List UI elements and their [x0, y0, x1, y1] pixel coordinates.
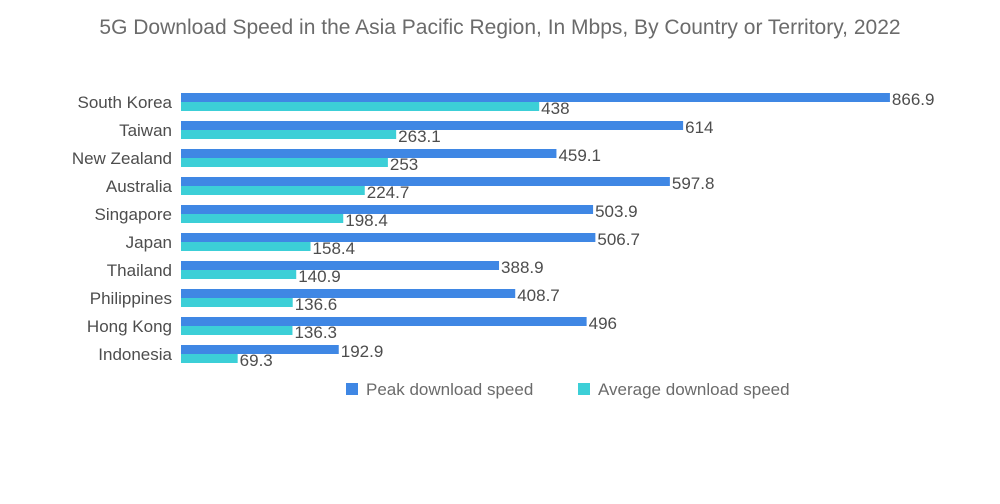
peak-value-label-japan: 506.7 [597, 230, 640, 249]
average-value-label-singapore: 198.4 [345, 211, 388, 230]
peak-value-label-new-zealand: 459.1 [558, 146, 601, 165]
category-label-australia: Australia [106, 177, 173, 196]
chart-title: 5G Download Speed in the Asia Pacific Re… [99, 16, 901, 39]
average-bar-new-zealand [181, 158, 388, 167]
peak-bar-new-zealand [181, 149, 557, 158]
peak-value-label-taiwan: 614 [685, 118, 713, 137]
category-label-taiwan: Taiwan [119, 121, 172, 140]
category-label-singapore: Singapore [94, 205, 172, 224]
peak-bar-indonesia [181, 345, 339, 354]
average-value-label-hong-kong: 136.3 [294, 323, 337, 342]
average-value-label-thailand: 140.9 [298, 267, 341, 286]
legend-swatch-average [578, 383, 590, 395]
average-bar-thailand [181, 270, 297, 279]
category-label-hong-kong: Hong Kong [87, 317, 172, 336]
peak-value-label-indonesia: 192.9 [341, 342, 384, 361]
average-bar-taiwan [181, 130, 397, 139]
average-bar-hong-kong [181, 326, 293, 335]
peak-bar-australia [181, 177, 670, 186]
legend-swatch-peak [346, 383, 358, 395]
average-value-label-japan: 158.4 [313, 239, 356, 258]
category-label-new-zealand: New Zealand [72, 149, 172, 168]
peak-value-label-australia: 597.8 [672, 174, 715, 193]
peak-bar-philippines [181, 289, 516, 298]
peak-bar-thailand [181, 261, 500, 270]
average-value-label-australia: 224.7 [367, 183, 410, 202]
category-label-philippines: Philippines [90, 289, 172, 308]
legend-label-average: Average download speed [598, 380, 790, 399]
peak-bar-taiwan [181, 121, 684, 130]
average-bar-australia [181, 186, 365, 195]
average-bar-philippines [181, 298, 293, 307]
average-value-label-new-zealand: 253 [390, 155, 418, 174]
average-value-label-indonesia: 69.3 [240, 351, 273, 370]
peak-bar-south-korea [181, 93, 890, 102]
peak-value-label-hong-kong: 496 [589, 314, 617, 333]
peak-bar-singapore [181, 205, 594, 214]
average-bar-japan [181, 242, 311, 251]
plot-area: South Korea 866.9 438 Taiwan 614 263.1 New Zea… [72, 90, 935, 370]
peak-bar-japan [181, 233, 596, 242]
peak-value-label-south-korea: 866.9 [892, 90, 935, 109]
category-label-indonesia: Indonesia [98, 345, 172, 364]
peak-value-label-singapore: 503.9 [595, 202, 638, 221]
average-value-label-south-korea: 438 [541, 99, 569, 118]
category-label-japan: Japan [126, 233, 172, 252]
average-bar-indonesia [181, 354, 238, 363]
average-bar-south-korea [181, 102, 540, 111]
category-label-south-korea: South Korea [77, 93, 172, 112]
legend-label-peak: Peak download speed [366, 380, 533, 399]
peak-value-label-thailand: 388.9 [501, 258, 544, 277]
average-bar-singapore [181, 214, 344, 223]
average-value-label-taiwan: 263.1 [398, 127, 441, 146]
category-label-thailand: Thailand [107, 261, 172, 280]
peak-bar-hong-kong [181, 317, 587, 326]
average-value-label-philippines: 136.6 [295, 295, 338, 314]
peak-value-label-philippines: 408.7 [517, 286, 560, 305]
legend: Peak download speed Average download spee… [346, 380, 790, 399]
